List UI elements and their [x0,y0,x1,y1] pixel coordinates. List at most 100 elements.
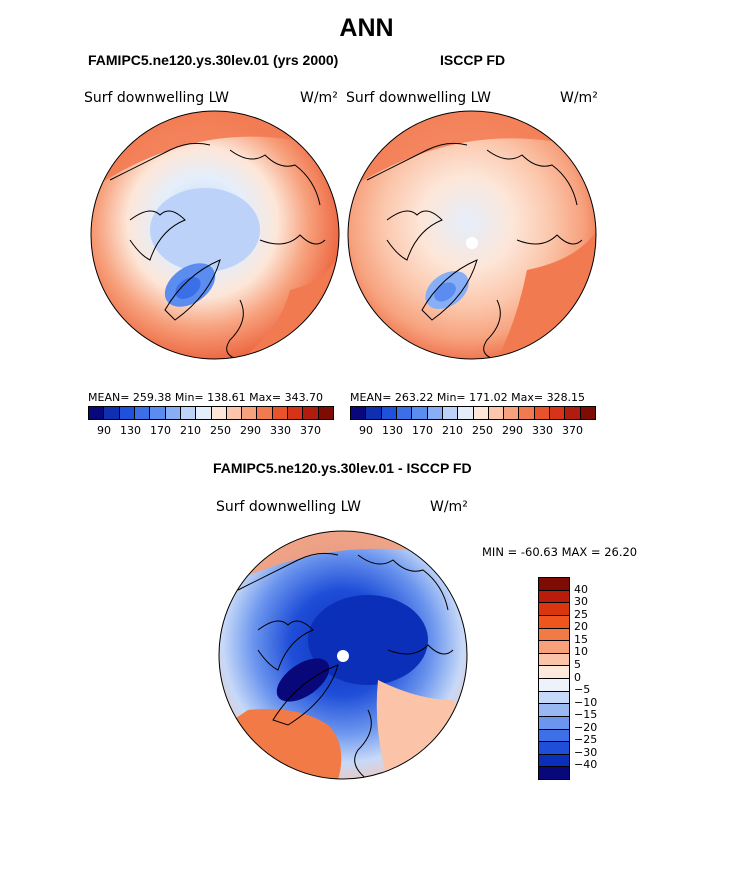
colorbar-swatch [257,407,273,419]
colorbar-tick-label: 40 [574,582,588,596]
left-colorbar-ticks: 90 130 170 210 250 290 330 370 [97,424,321,437]
colorbar-swatch [539,767,569,779]
colorbar-swatch [539,578,569,591]
colorbar-swatch [519,407,535,419]
colorbar-swatch [381,407,397,419]
colorbar-swatch [150,407,166,419]
colorbar-swatch [427,407,443,419]
colorbar-swatch [303,407,319,419]
colorbar-tick-label: −5 [574,683,591,697]
right-panel-header: ISCCP FD [440,52,506,68]
colorbar-swatch [539,653,569,667]
colorbar-tick-label: 170 [412,424,433,437]
colorbar-swatch [473,407,489,419]
colorbar-tick-label: 170 [150,424,171,437]
colorbar-tick-label: 210 [442,424,463,437]
colorbar-swatch [539,679,569,692]
colorbar-swatch [550,407,566,419]
colorbar-swatch [119,407,135,419]
left-variable-label: Surf downwelling LW [84,90,229,106]
coastlines [237,552,454,779]
colorbar-tick-label: 290 [240,424,261,437]
right-units-label: W/m² [560,90,598,106]
coastlines [109,142,326,359]
diff-colorbar [538,577,570,780]
colorbar-tick-label: 5 [574,657,581,671]
colorbar-tick-label: 210 [180,424,201,437]
colorbar-swatch [539,628,569,642]
colorbar-tick-label: 250 [472,424,493,437]
colorbar-swatch [488,407,505,419]
left-stats: MEAN= 259.38 Min= 138.61 Max= 343.70 [88,391,324,404]
colorbar-swatch [539,603,569,616]
diff-header: FAMIPC5.ne120.ys.30lev.01 - ISCCP FD [213,460,472,476]
colorbar-swatch [539,641,569,654]
colorbar-tick-label: 0 [574,670,581,684]
colorbar-tick-label: 330 [270,424,291,437]
colorbar-swatch [539,754,569,768]
colorbar-swatch [442,407,459,419]
colorbar-tick-label: 130 [120,424,141,437]
colorbar-tick-label: 370 [300,424,321,437]
left-colorbar [88,406,334,420]
colorbar-swatch [539,716,569,730]
colorbar-swatch [539,590,569,604]
right-polar-map [347,110,597,360]
coastlines [366,142,583,359]
right-stats: MEAN= 263.22 Min= 171.02 Max= 328.15 [350,391,586,404]
colorbar-tick-label: 130 [382,424,403,437]
colorbar-tick-label: −40 [574,758,598,772]
colorbar-swatch [272,407,289,419]
colorbar-tick-label: 30 [574,595,588,609]
colorbar-tick-label: −25 [574,733,598,747]
colorbar-tick-label: 330 [532,424,553,437]
colorbar-swatch [539,691,569,705]
colorbar-swatch [288,407,304,419]
colorbar-tick-label: −30 [574,745,598,759]
colorbar-swatch [196,407,212,419]
diff-units-label: W/m² [430,499,468,515]
colorbar-swatch [539,615,569,629]
arctic-cold-region [150,188,260,272]
colorbar-tick-label: 25 [574,607,588,621]
colorbar-tick-label: 290 [502,424,523,437]
colorbar-swatch [104,407,120,419]
right-variable-label: Surf downwelling LW [346,90,491,106]
colorbar-tick-label: −10 [574,695,598,709]
colorbar-swatch [539,704,569,717]
colorbar-tick-label: 90 [359,424,373,437]
colorbar-swatch [396,407,413,419]
diff-colorbar-ticks: 40 30 25 20 15 10 5 0 −5 −10 −15 −20 −25 −30 −40 [574,577,614,778]
colorbar-tick-label: 90 [97,424,111,437]
right-colorbar [350,406,596,420]
colorbar-swatch [539,742,569,755]
page-title: ANN [339,14,394,42]
colorbar-swatch [539,666,569,679]
colorbar-swatch [412,407,428,419]
colorbar-swatch [366,407,382,419]
colorbar-swatch [211,407,227,419]
left-panel-header: FAMIPC5.ne120.ys.30lev.01 (yrs 2000) [88,52,339,68]
colorbar-swatch [180,407,197,419]
pole-missing-data [466,237,478,249]
colorbar-swatch [534,407,551,419]
diff-stats: MIN = -60.63 MAX = 26.20 [482,545,638,559]
colorbar-tick-label: 20 [574,620,588,634]
colorbar-tick-label: −20 [574,720,598,734]
colorbar-tick-label: 370 [562,424,583,437]
left-polar-map [90,110,340,360]
arctic-negative-bias [308,595,428,685]
right-colorbar-ticks: 90 130 170 210 250 290 330 370 [359,424,583,437]
colorbar-swatch [580,407,595,419]
colorbar-swatch [318,407,333,419]
colorbar-swatch [539,729,569,743]
diff-polar-map [218,530,468,780]
greenland-negative-bias [276,658,330,702]
colorbar-swatch [89,407,105,419]
colorbar-swatch [242,407,258,419]
colorbar-swatch [351,407,367,419]
left-units-label: W/m² [300,90,338,106]
colorbar-swatch [565,407,581,419]
colorbar-tick-label: 10 [574,645,588,659]
colorbar-tick-label: −15 [574,708,598,722]
